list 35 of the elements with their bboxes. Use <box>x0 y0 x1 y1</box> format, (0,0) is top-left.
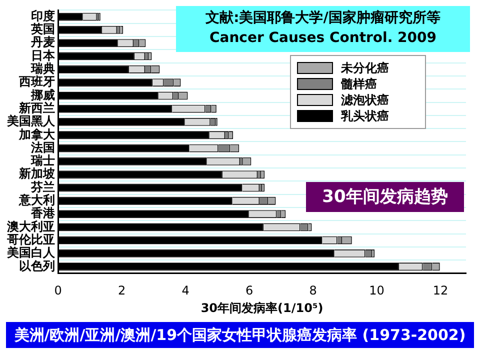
y-tick-label: 瑞士 <box>30 154 55 168</box>
annotation: 文献:美国耶鲁大学/国家肿瘤研究所等 <box>204 8 442 28</box>
y-tick-label: 芬兰 <box>30 180 55 194</box>
x-tick-label: 2 <box>118 284 126 298</box>
y-tick-label: 日本 <box>31 48 56 62</box>
legend-label: 乳头状癌 <box>341 108 389 124</box>
y-tick-label: 加拿大 <box>18 127 56 142</box>
x-tick-label: 6 <box>245 284 254 298</box>
y-tick-label: 美国黑人 <box>6 114 56 128</box>
y-tick-label: 意大利 <box>18 193 55 207</box>
text: 美洲/欧洲/亚洲/澳洲/19个国家女性甲状腺癌发病率 (1973-2002) <box>6 322 474 348</box>
y-tick-label: 英国 <box>30 22 55 36</box>
y-tick-label: 以色列 <box>19 258 55 273</box>
x-axis-title: 30年间发病率(1/10⁵) <box>200 300 324 315</box>
y-tick-label: 澳大利亚 <box>6 219 55 234</box>
legend-label: 未分化癌 <box>341 60 389 76</box>
y-tick-label: 西班牙 <box>18 74 55 89</box>
x-tick-label: 10 <box>369 284 384 298</box>
y-tick-label: 美国白人 <box>6 246 56 260</box>
x-tick-label: 8 <box>309 284 317 298</box>
y-tick-label: 丹麦 <box>30 35 55 50</box>
y-tick-label: 哥伦比亚 <box>6 232 55 246</box>
y-tick-label: 印度 <box>31 8 55 23</box>
legend-label: 髓样癌 <box>341 76 377 92</box>
legend-label: 滤泡状癌 <box>341 92 389 108</box>
y-tick-label: 香港 <box>30 206 56 220</box>
annotation: Cancer Causes Control. 2009 <box>208 29 438 48</box>
x-tick-label: 0 <box>54 284 62 298</box>
y-tick-label: 新西兰 <box>18 100 55 115</box>
y-tick-label: 法国 <box>30 140 55 154</box>
y-tick-label: 挪威 <box>30 88 55 102</box>
x-tick-label: 4 <box>182 284 190 298</box>
y-tick-label: 瑞典 <box>30 62 55 76</box>
x-tick-label: 12 <box>432 284 448 298</box>
y-tick-label: 新加坡 <box>18 166 56 181</box>
